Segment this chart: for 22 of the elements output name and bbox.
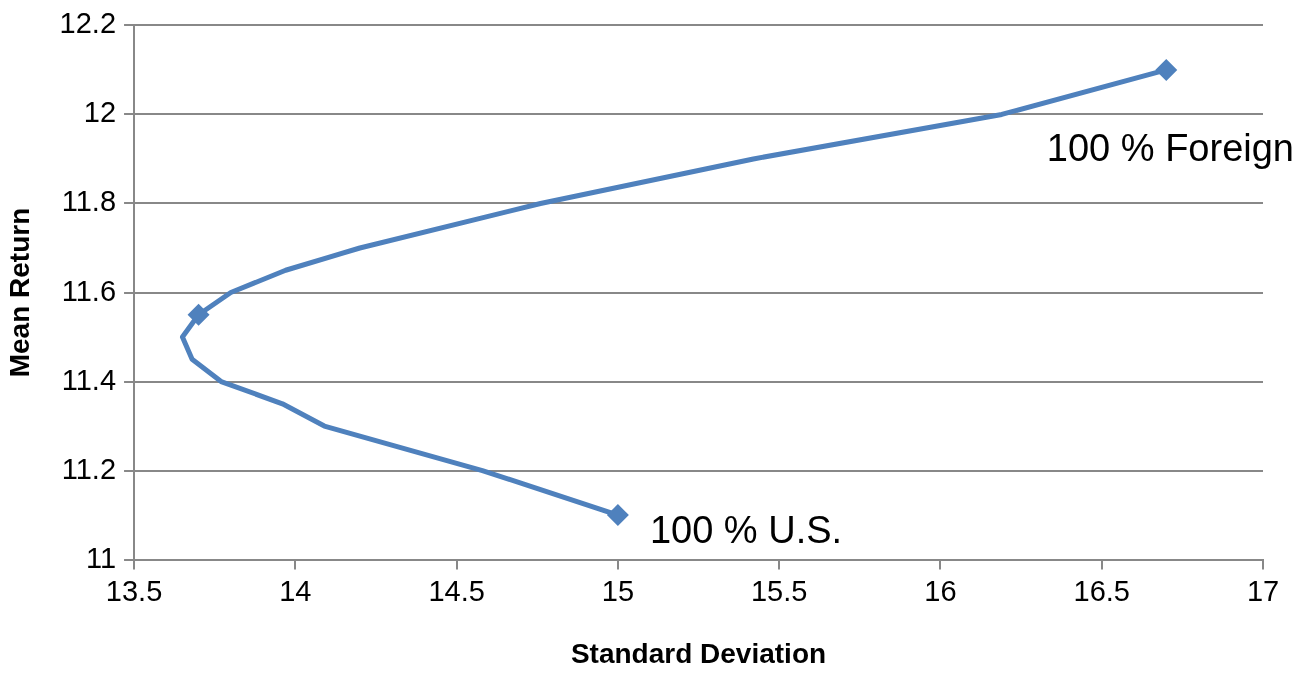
y-tick-label: 11 xyxy=(85,541,117,574)
x-tick-label: 15.5 xyxy=(750,575,808,607)
y-axis-title: Mean Return xyxy=(3,207,35,378)
point xyxy=(187,303,210,326)
annotation: 100 % U.S. xyxy=(649,508,843,551)
annotation: 100 % Foreign xyxy=(1046,127,1295,170)
x-tick-label: 17 xyxy=(1246,575,1280,607)
x-tick-label: 16 xyxy=(924,575,957,607)
x-tick-label: 13.5 xyxy=(105,575,163,607)
x-tick-label: 16.5 xyxy=(1073,575,1130,607)
y-tick-label: 11.6 xyxy=(61,274,117,307)
x-tick-label: 14 xyxy=(279,575,312,607)
y-tick-label: 12.2 xyxy=(59,7,117,40)
point xyxy=(1155,58,1178,81)
y-tick-label: 11.4 xyxy=(61,363,117,396)
y-tick-label: 12 xyxy=(83,96,117,129)
x-tick-label: 14.5 xyxy=(428,575,485,607)
x-tick-label: 15 xyxy=(601,575,635,607)
y-tick-label: 11.8 xyxy=(61,185,117,218)
point xyxy=(606,504,629,527)
y-tick-label: 11.2 xyxy=(61,452,117,485)
x-axis-title: Standard Deviation xyxy=(570,637,827,669)
